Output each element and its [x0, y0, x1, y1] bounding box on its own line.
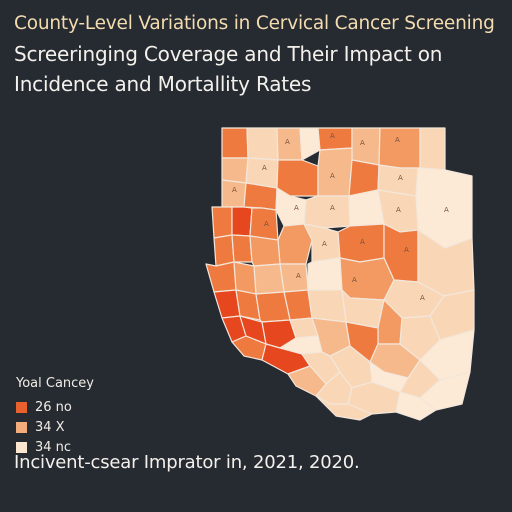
county-4 — [299, 127, 321, 161]
county-39 — [233, 261, 257, 295]
county-49 — [255, 291, 291, 323]
county-glyph-7: A — [398, 174, 403, 182]
legend-label-mid: 34 X — [35, 419, 65, 435]
county-8 — [419, 127, 446, 171]
county-64 — [419, 371, 471, 411]
county-glyph-3: A — [360, 139, 365, 147]
chart-subtitle-line-1: Screeringing Coverage and Their Impact o… — [14, 42, 443, 66]
legend-swatch-low — [16, 441, 27, 453]
county-2 — [246, 127, 279, 161]
legend-item-low: 34 nc — [16, 437, 156, 457]
county-31 — [231, 234, 253, 263]
county-23 — [231, 206, 253, 237]
county-glyph-9: A — [232, 186, 237, 194]
county-30 — [213, 234, 235, 267]
county-glyph-13: A — [264, 220, 269, 228]
county-35 — [339, 257, 395, 301]
county-glyph-15: A — [360, 238, 365, 246]
county-glyph-1: A — [285, 138, 290, 146]
county-19 — [303, 195, 351, 229]
county-1 — [221, 127, 249, 159]
county-9 — [221, 157, 249, 184]
county-glyph-2: A — [330, 132, 335, 140]
legend-swatch-mid — [16, 421, 27, 433]
county-glyph-17: A — [296, 272, 301, 280]
county-glyph-6: A — [330, 172, 335, 180]
county-glyph-18: A — [352, 276, 357, 284]
county-34 — [307, 257, 343, 291]
county-7 — [378, 127, 421, 169]
map-caption: Incivent-csear Imprator in, 2021, 2020. — [14, 452, 360, 473]
county-6 — [351, 127, 381, 166]
county-layer — [205, 127, 475, 421]
chart-subtitle-line-2: Incidence and Mortallity Rates — [14, 72, 312, 96]
legend-swatch-high — [16, 401, 27, 413]
county-38 — [205, 261, 237, 293]
county-11 — [276, 159, 319, 197]
county-69 — [315, 395, 373, 421]
county-glyph-12: A — [396, 206, 401, 214]
county-17 — [243, 182, 278, 211]
county-glyph-19: A — [420, 294, 425, 302]
county-glyph-5: A — [262, 164, 267, 172]
legend-item-high: 26 no — [16, 397, 156, 417]
county-40 — [253, 263, 285, 295]
legend-title: Yoal Cancey — [16, 376, 94, 391]
legend-item-mid: 34 X — [16, 417, 156, 437]
county-33 — [279, 263, 309, 293]
county-32 — [249, 235, 281, 267]
county-glyph-4: A — [395, 136, 400, 144]
county-glyph-14: A — [322, 240, 327, 248]
county-label-layer: A A A A A A A A A A A A A A A A A A A — [232, 132, 449, 302]
county-12 — [317, 147, 353, 197]
map-legend: Yoal Cancey 26 no 34 X 34 nc — [16, 376, 156, 457]
county-5 — [317, 127, 353, 151]
legend-label-low: 34 nc — [35, 439, 72, 455]
chart-title: County-Level Variations in Cervical Canc… — [14, 13, 495, 34]
county-glyph-10: A — [294, 204, 299, 212]
county-glyph-8: A — [444, 206, 449, 214]
legend-label-high: 26 no — [35, 399, 72, 415]
county-24 — [249, 207, 279, 241]
county-glyph-11: A — [330, 204, 335, 212]
county-68 — [395, 391, 437, 421]
county-22 — [211, 206, 233, 239]
county-42 — [307, 289, 347, 323]
county-glyph-16: A — [404, 246, 409, 254]
